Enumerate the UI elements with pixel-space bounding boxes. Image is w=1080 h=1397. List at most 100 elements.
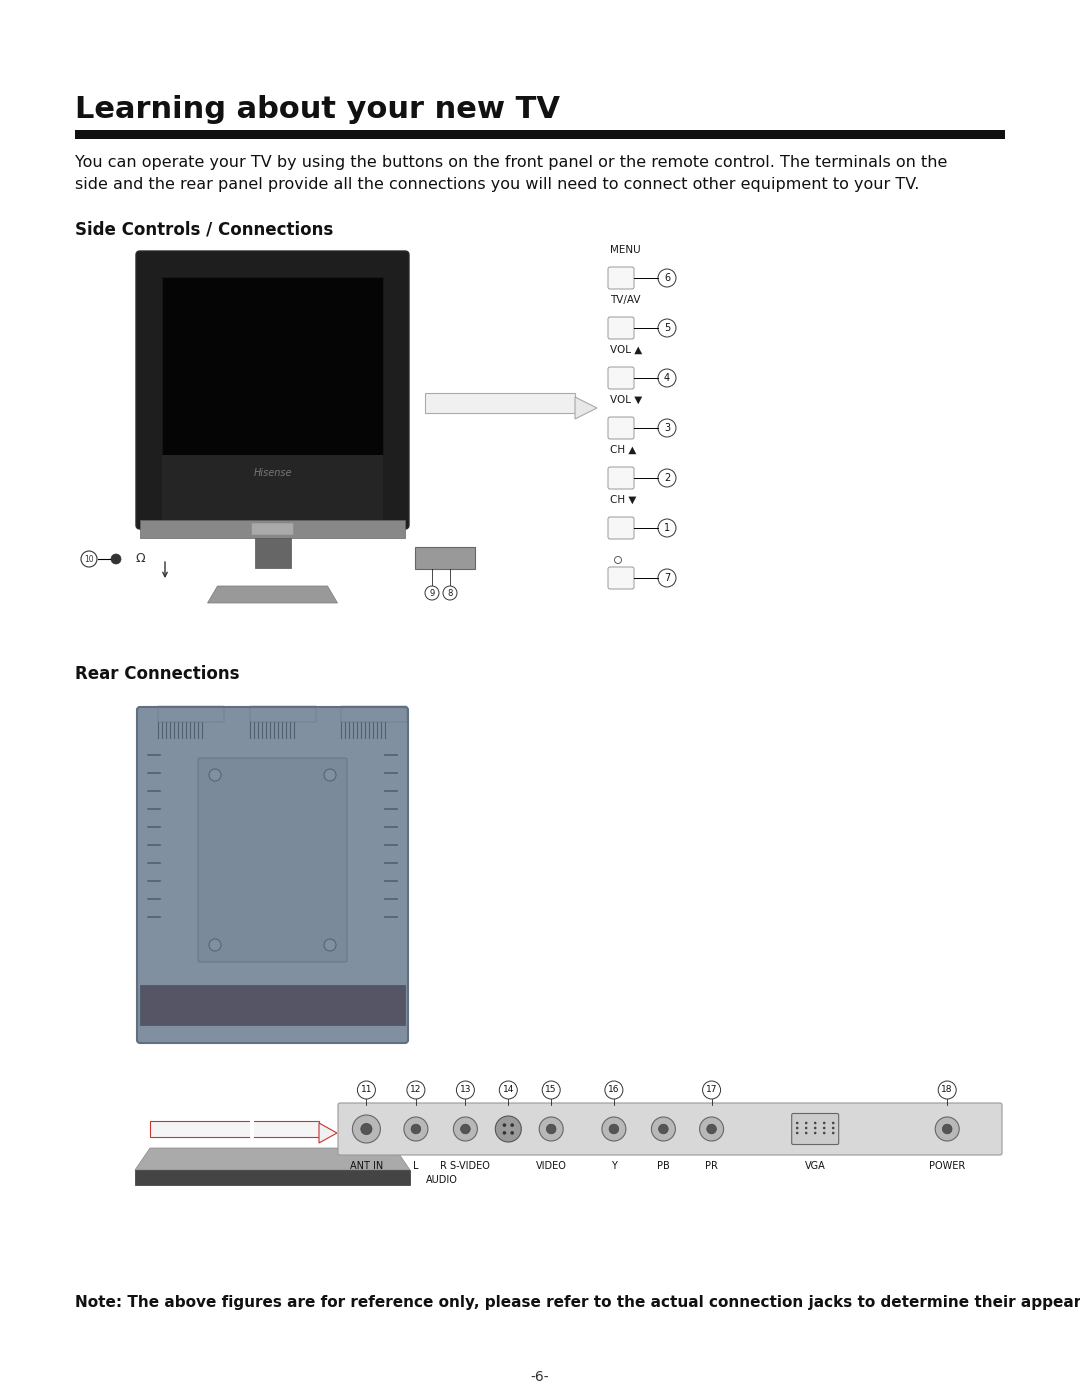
Text: 12: 12: [410, 1085, 421, 1094]
Text: You can operate your TV by using the buttons on the front panel or the remote co: You can operate your TV by using the but…: [75, 155, 947, 191]
Text: TV/AV: TV/AV: [610, 295, 640, 305]
Text: 10: 10: [84, 555, 94, 563]
Text: Rear Connections: Rear Connections: [75, 665, 240, 683]
Text: Side Controls / Connections: Side Controls / Connections: [75, 219, 334, 237]
Text: VGA: VGA: [805, 1161, 825, 1171]
Bar: [162, 277, 383, 455]
Circle shape: [460, 1125, 470, 1134]
Text: 4: 4: [664, 373, 670, 383]
Circle shape: [832, 1132, 835, 1134]
Bar: [140, 520, 405, 538]
FancyBboxPatch shape: [792, 1113, 839, 1144]
FancyBboxPatch shape: [136, 251, 409, 529]
Circle shape: [352, 1115, 380, 1143]
Text: CH ▲: CH ▲: [610, 446, 636, 455]
Circle shape: [411, 1125, 421, 1134]
Text: POWER: POWER: [929, 1161, 966, 1171]
Circle shape: [210, 768, 221, 781]
Circle shape: [511, 1123, 514, 1127]
Polygon shape: [575, 397, 597, 419]
FancyBboxPatch shape: [198, 759, 347, 963]
Circle shape: [814, 1132, 816, 1134]
Circle shape: [609, 1125, 619, 1134]
Text: R S-VIDEO: R S-VIDEO: [441, 1161, 490, 1171]
Circle shape: [361, 1123, 372, 1134]
Circle shape: [454, 1118, 477, 1141]
Text: 16: 16: [608, 1085, 620, 1094]
FancyBboxPatch shape: [608, 416, 634, 439]
Text: VOL ▲: VOL ▲: [610, 345, 643, 355]
Circle shape: [511, 1132, 514, 1134]
Text: Learning about your new TV: Learning about your new TV: [75, 95, 561, 124]
Circle shape: [210, 939, 221, 951]
Text: PB: PB: [657, 1161, 670, 1171]
Circle shape: [832, 1127, 835, 1129]
Bar: [426, 393, 575, 414]
Text: L: L: [414, 1161, 419, 1171]
Circle shape: [700, 1118, 724, 1141]
Bar: [162, 455, 383, 520]
Text: 14: 14: [502, 1085, 514, 1094]
FancyBboxPatch shape: [608, 267, 634, 289]
Circle shape: [706, 1125, 716, 1134]
Bar: [255, 538, 291, 569]
FancyBboxPatch shape: [137, 707, 408, 1044]
FancyBboxPatch shape: [608, 317, 634, 339]
Bar: [158, 705, 224, 722]
Circle shape: [651, 1118, 675, 1141]
Circle shape: [814, 1122, 816, 1125]
Text: PR: PR: [705, 1161, 718, 1171]
Circle shape: [943, 1125, 951, 1134]
Circle shape: [546, 1125, 556, 1134]
Circle shape: [796, 1122, 798, 1125]
Circle shape: [832, 1122, 835, 1125]
Text: 17: 17: [706, 1085, 717, 1094]
Circle shape: [324, 939, 336, 951]
Bar: [75, 130, 1005, 138]
Text: VOL ▼: VOL ▼: [610, 395, 643, 405]
Bar: [135, 1171, 410, 1185]
Text: AUDIO: AUDIO: [427, 1175, 458, 1185]
Circle shape: [539, 1118, 563, 1141]
Polygon shape: [207, 585, 337, 604]
Text: 8: 8: [447, 588, 453, 598]
Text: 2: 2: [664, 474, 670, 483]
Text: 13: 13: [460, 1085, 471, 1094]
Circle shape: [935, 1118, 959, 1141]
Text: 1: 1: [664, 522, 670, 534]
FancyBboxPatch shape: [338, 1104, 1002, 1155]
Text: 9: 9: [430, 588, 434, 598]
Polygon shape: [135, 1148, 410, 1171]
Circle shape: [805, 1132, 808, 1134]
Circle shape: [659, 1125, 669, 1134]
FancyBboxPatch shape: [608, 567, 634, 590]
FancyBboxPatch shape: [608, 367, 634, 388]
Circle shape: [602, 1118, 626, 1141]
Text: Y: Y: [611, 1161, 617, 1171]
Circle shape: [823, 1132, 825, 1134]
FancyBboxPatch shape: [608, 517, 634, 539]
Circle shape: [796, 1132, 798, 1134]
Text: 3: 3: [664, 423, 670, 433]
Circle shape: [823, 1127, 825, 1129]
Text: CH ▼: CH ▼: [610, 495, 636, 504]
Text: 18: 18: [942, 1085, 953, 1094]
Circle shape: [502, 1132, 507, 1134]
Text: Note: The above figures are for reference only, please refer to the actual conne: Note: The above figures are for referenc…: [75, 1295, 1080, 1310]
Text: -6-: -6-: [530, 1370, 550, 1384]
Circle shape: [111, 555, 121, 564]
Text: MENU: MENU: [610, 244, 640, 256]
Bar: [249, 1051, 255, 1140]
Text: Ω: Ω: [135, 552, 145, 566]
Bar: [415, 548, 475, 569]
Bar: [150, 1120, 319, 1137]
FancyBboxPatch shape: [252, 522, 294, 535]
Text: Hisense: Hisense: [253, 468, 292, 478]
Circle shape: [496, 1116, 522, 1141]
Polygon shape: [319, 1123, 337, 1143]
Text: 5: 5: [664, 323, 670, 332]
Text: VIDEO: VIDEO: [536, 1161, 567, 1171]
Text: 6: 6: [664, 272, 670, 284]
Circle shape: [805, 1127, 808, 1129]
Bar: [249, 705, 315, 722]
